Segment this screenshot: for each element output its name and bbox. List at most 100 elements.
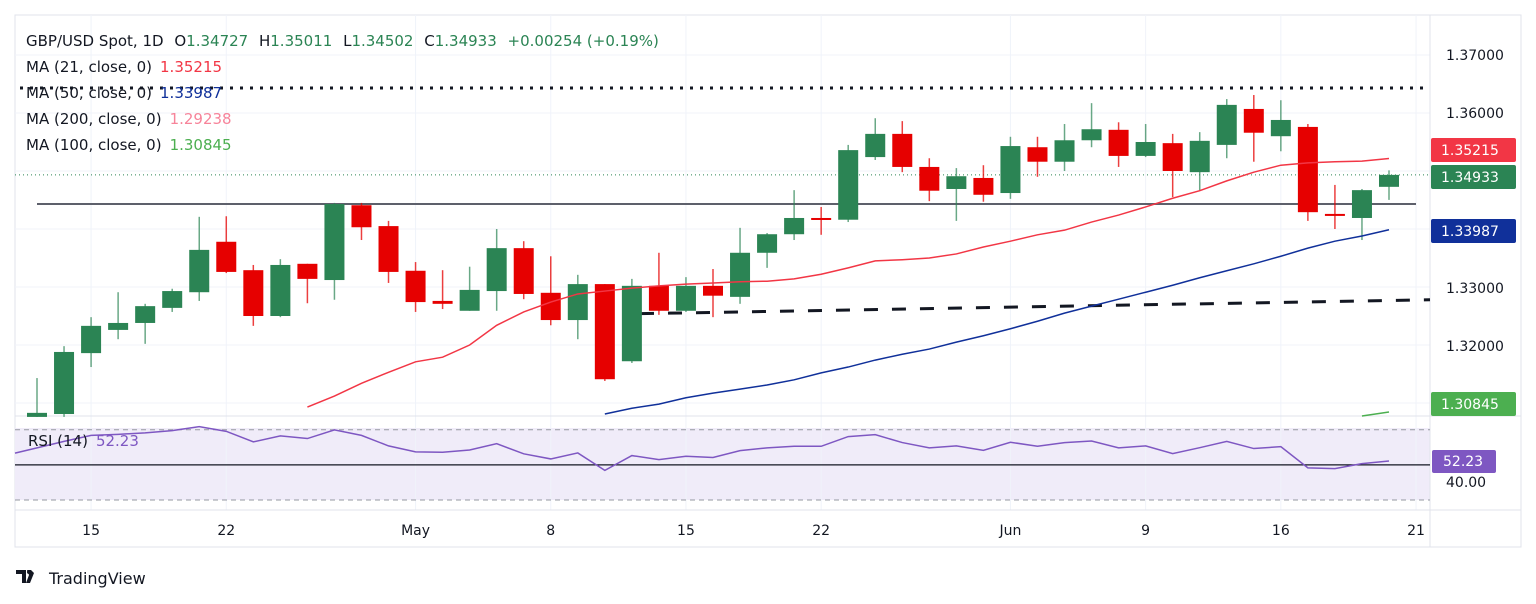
candle-body [811, 217, 832, 220]
price-tick: 1.37000 [1446, 48, 1504, 64]
candle [1189, 132, 1210, 191]
ma100-price-tag-text: 1.30845 [1441, 397, 1499, 413]
candle-body [892, 133, 913, 167]
candle [270, 259, 291, 318]
candle [1297, 124, 1318, 221]
ma21-label: MA (21, close, 0) [26, 58, 152, 76]
close-price-tag [1431, 165, 1516, 189]
moving-averages [307, 157, 1390, 417]
candle-body [838, 150, 859, 220]
price-axis[interactable]: 1.37000 1.36000 1.33000 1.32000 1.35215 … [1431, 48, 1516, 491]
candle [730, 227, 751, 304]
open-value: 1.34727 [186, 32, 248, 50]
rsi-line [14, 425, 1390, 472]
candle [486, 229, 507, 311]
tradingview-logo-icon [16, 570, 34, 583]
candle [1243, 95, 1264, 162]
high-label: H [259, 32, 270, 50]
candle [757, 233, 778, 268]
candle-body [297, 263, 318, 279]
candle [540, 256, 561, 326]
candle [81, 317, 102, 368]
candles [27, 95, 1399, 417]
candle-body [162, 291, 183, 308]
rsi-tick: 40.00 [1446, 475, 1486, 491]
levels [15, 86, 1431, 316]
svg-text:MA (200, close, 0)1.29238: MA (200, close, 0) 1.29238 [26, 110, 232, 128]
candle [784, 190, 805, 241]
candle [432, 270, 453, 310]
svg-text:GBP/USD Spot, 1D O1.3472: GBP/USD Spot, 1D O1.34727 H1.35011 L1.34… [26, 32, 659, 50]
ma21-price-tag-text: 1.35215 [1441, 143, 1499, 159]
ma50-price-tag [1431, 219, 1516, 243]
candle [1351, 188, 1372, 241]
candle [1135, 124, 1156, 158]
tradingview-logo[interactable]: TradingView [16, 569, 146, 588]
candle [297, 263, 318, 304]
rsi-pane [14, 425, 1430, 501]
candle-body [1216, 104, 1237, 145]
candle [216, 216, 237, 274]
candle [1216, 99, 1237, 159]
svg-text:RSI (14)52.23: RSI (14) 52.23 [28, 432, 139, 450]
time-axis[interactable]: 15 22 May 8 15 22 Jun 9 16 21 [82, 523, 1425, 539]
candle-body [1162, 143, 1183, 171]
candle [513, 241, 534, 300]
time-tick: 16 [1272, 523, 1290, 539]
candle-body [703, 285, 723, 296]
ma50-price-tag-text: 1.33987 [1441, 224, 1499, 240]
candle [703, 269, 723, 318]
change-value: +0.00254 (+0.19%) [508, 32, 659, 50]
candle-body [757, 234, 778, 253]
close-label: C [424, 32, 434, 50]
candle [1270, 100, 1291, 152]
candle [1081, 103, 1102, 148]
candle-body [1081, 129, 1102, 141]
candle [594, 284, 615, 381]
ma50-label: MA (50, close, 0) [26, 84, 152, 102]
ma21-line [307, 157, 1390, 408]
candle [108, 292, 129, 340]
ma100-price-tag [1431, 392, 1516, 416]
candle [135, 303, 156, 344]
rsi-label: RSI (14) [28, 432, 88, 450]
high-value: 1.35011 [270, 32, 332, 50]
ma21-price-tag [1431, 138, 1516, 162]
candle-body [730, 252, 751, 297]
time-tick: 9 [1141, 523, 1150, 539]
price-tick: 1.32000 [1446, 339, 1504, 355]
candle-body [1054, 140, 1075, 162]
symbol-title: GBP/USD Spot, 1D [26, 32, 164, 50]
svg-text:MA (21, close, 0)1.35215: MA (21, close, 0) 1.35215 [26, 58, 222, 76]
ma200-label: MA (200, close, 0) [26, 110, 162, 128]
candle-body [108, 322, 129, 330]
candle-body [459, 289, 480, 311]
candle-body [567, 284, 588, 321]
candle [378, 220, 399, 283]
open-label: O [174, 32, 186, 50]
price-tick: 1.36000 [1446, 106, 1504, 122]
candle-body [351, 205, 372, 228]
candle-body [784, 217, 805, 235]
rsi-band-fill [15, 428, 1430, 500]
candle-body [189, 249, 210, 293]
rsi-value-tag [1432, 450, 1496, 473]
candle-body [1000, 146, 1021, 194]
candle [1379, 170, 1399, 200]
time-tick: 22 [812, 523, 830, 539]
candle-body [405, 270, 426, 303]
ma200-value: 1.29238 [170, 110, 232, 128]
candle [54, 346, 75, 417]
dashed-trendline [639, 298, 1431, 316]
candle [1108, 122, 1129, 167]
candle-body [243, 270, 264, 316]
candle [973, 165, 994, 202]
legend: GBP/USD Spot, 1D O1.34727 H1.35011 L1.34… [26, 32, 659, 450]
candle-body [1297, 126, 1318, 213]
candle [865, 118, 886, 160]
candle [324, 202, 345, 300]
candle-body [135, 306, 156, 323]
candle [1027, 136, 1048, 177]
ma21-value: 1.35215 [160, 58, 222, 76]
